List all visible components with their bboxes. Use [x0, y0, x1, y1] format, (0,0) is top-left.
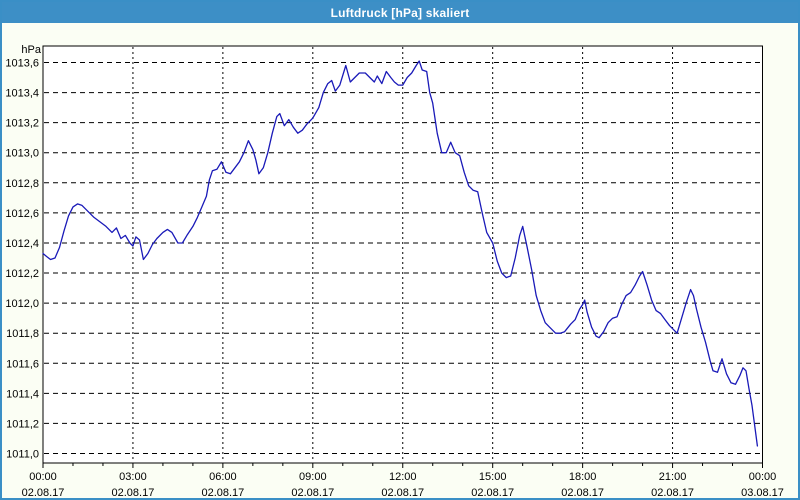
- y-tick-label: 1012,0: [5, 298, 39, 310]
- x-tick-date-label: 02.08.17: [561, 487, 604, 499]
- pressure-line-chart: 1013,6 1013,4 1013,2 1013,0 1012,8 1012,6 1012…: [2, 23, 798, 498]
- x-tick-time-label: 12:00: [389, 471, 417, 483]
- x-tick-date-label: 02.08.17: [22, 487, 65, 499]
- chart-title: Luftdruck [hPa] skaliert: [330, 5, 470, 20]
- x-tick-date-label: 02.08.17: [112, 487, 155, 499]
- x-tick-time-label: 18:00: [569, 471, 597, 483]
- x-tick-time-label: 03:00: [119, 471, 147, 483]
- x-tick-time-label: 15:00: [479, 471, 507, 483]
- x-tick-time-label: 00:00: [29, 471, 57, 483]
- y-tick-label: 1011,6: [6, 358, 39, 370]
- y-tick-label: 1012,4: [5, 238, 39, 250]
- x-tick-date-label: 02.08.17: [381, 487, 424, 499]
- x-tick-date-label: 03.08.17: [741, 487, 784, 499]
- chart-titlebar: Luftdruck [hPa] skaliert: [2, 2, 798, 23]
- y-tick-label: 1012,8: [5, 178, 39, 190]
- pressure-series-line: [42, 60, 759, 447]
- x-tick-date-label: 02.08.17: [471, 487, 514, 499]
- y-tick-label: 1013,4: [5, 88, 39, 100]
- x-tick-time-label: 09:00: [299, 471, 327, 483]
- x-tick-date-label: 02.08.17: [201, 487, 244, 499]
- y-tick-label: 1013,2: [5, 118, 39, 130]
- y-tick-label: 1011,0: [6, 449, 39, 461]
- x-tick-time-label: 00:00: [749, 471, 777, 483]
- y-tick-label: 1012,6: [5, 208, 39, 220]
- y-tick-label: 1011,8: [6, 328, 39, 340]
- y-tick-label: 1012,2: [5, 268, 39, 280]
- x-tick-time-label: 21:00: [659, 471, 687, 483]
- x-tick-time-label: 06:00: [209, 471, 237, 483]
- y-tick-label: 1013,6: [5, 58, 39, 70]
- x-tick-date-label: 02.08.17: [291, 487, 334, 499]
- x-tick-date-label: 02.08.17: [651, 487, 694, 499]
- chart-canvas: 1013,6 1013,4 1013,2 1013,0 1012,8 1012,6 1012…: [5, 44, 784, 499]
- y-tick-label: 1013,0: [5, 148, 39, 160]
- y-tick-label: 1011,2: [6, 418, 39, 430]
- y-tick-label: 1011,4: [6, 388, 39, 400]
- y-axis-unit-label: hPa: [21, 44, 41, 56]
